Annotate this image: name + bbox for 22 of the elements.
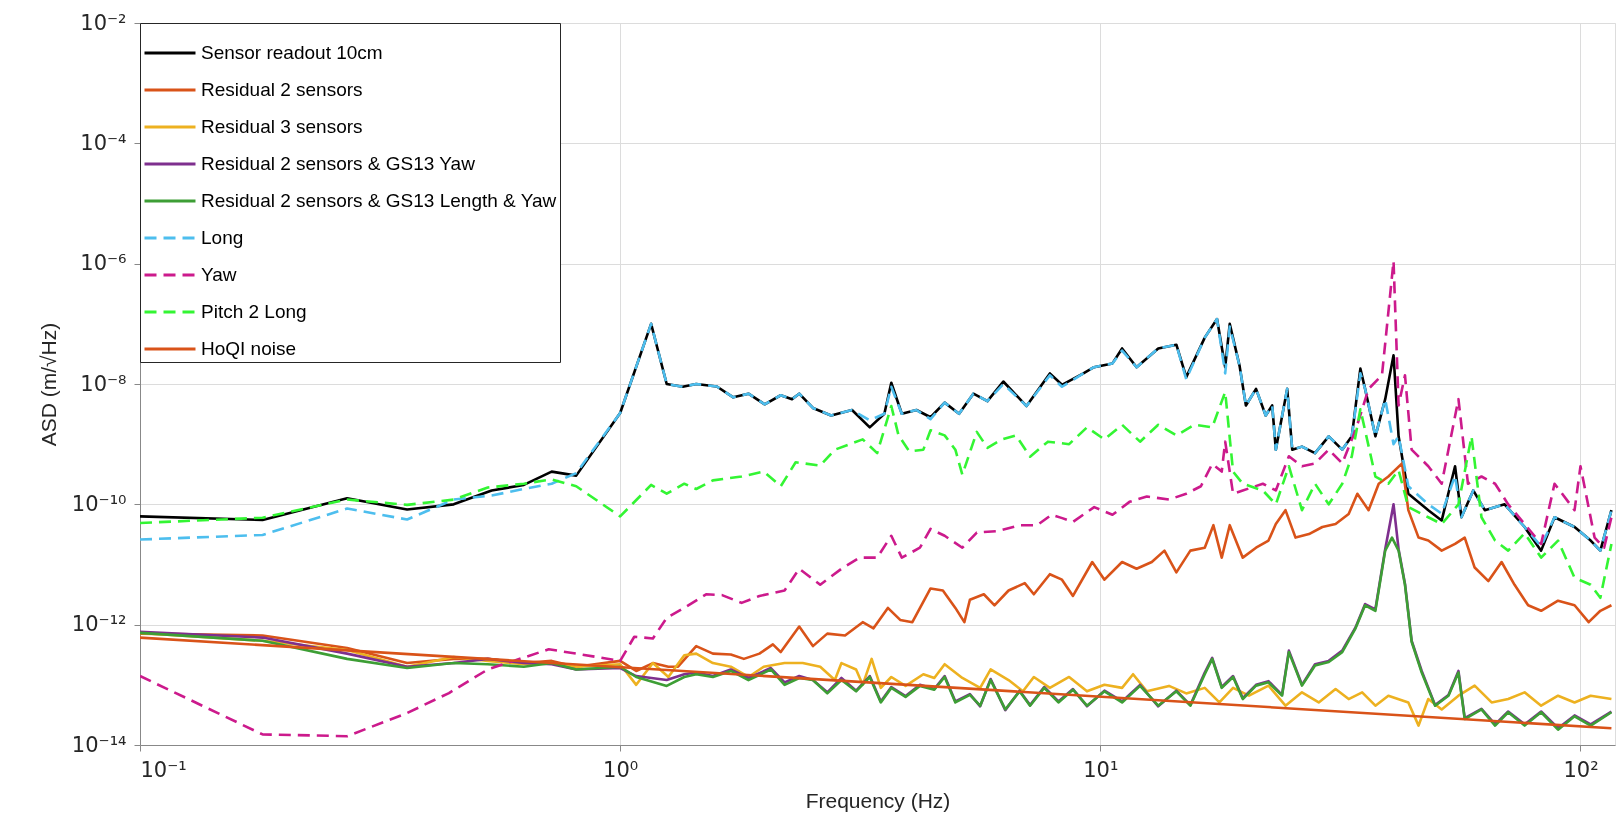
legend-label: Long	[201, 227, 244, 248]
y-tick-label: 10⁻⁴	[80, 130, 127, 155]
legend-label: Residual 3 sensors	[201, 116, 363, 137]
y-axis-title: ASD (m/√Hz)	[36, 322, 60, 447]
legend-label: Yaw	[201, 264, 237, 285]
legend-label: HoQI noise	[201, 338, 297, 359]
legend-label: Residual 2 sensors & GS13 Yaw	[201, 153, 476, 174]
legend-label: Residual 2 sensors	[201, 79, 363, 100]
y-tick-label: 10⁻¹⁴	[71, 732, 127, 757]
x-axis-title: Frequency (Hz)	[805, 788, 951, 812]
y-tick-label: 10⁻²	[80, 10, 127, 35]
x-tick-label: 10⁻¹	[140, 757, 187, 782]
legend-label: Residual 2 sensors & GS13 Length & Yaw	[201, 190, 557, 211]
y-tick-label: 10⁻¹²	[71, 612, 127, 637]
x-tick-label: 10¹	[1083, 757, 1119, 782]
y-tick-label: 10⁻¹⁰	[71, 491, 127, 516]
legend-label: Sensor readout 10cm	[201, 42, 383, 63]
legend-label: Pitch 2 Long	[201, 301, 307, 322]
x-tick-label: 10²	[1563, 757, 1599, 782]
y-tick-label: 10⁻⁸	[80, 371, 127, 396]
y-tick-label: 10⁻⁶	[80, 251, 127, 276]
x-tick-label: 10⁰	[603, 757, 639, 782]
